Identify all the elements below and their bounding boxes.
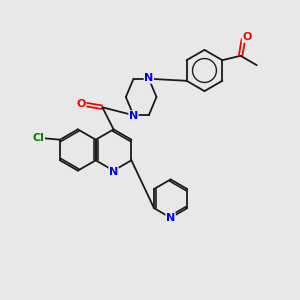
Text: O: O	[76, 99, 86, 110]
Text: N: N	[144, 73, 153, 83]
Text: Cl: Cl	[33, 133, 44, 143]
Text: N: N	[129, 111, 138, 121]
Text: N: N	[109, 167, 118, 177]
Text: N: N	[166, 213, 175, 223]
Text: O: O	[242, 32, 252, 42]
